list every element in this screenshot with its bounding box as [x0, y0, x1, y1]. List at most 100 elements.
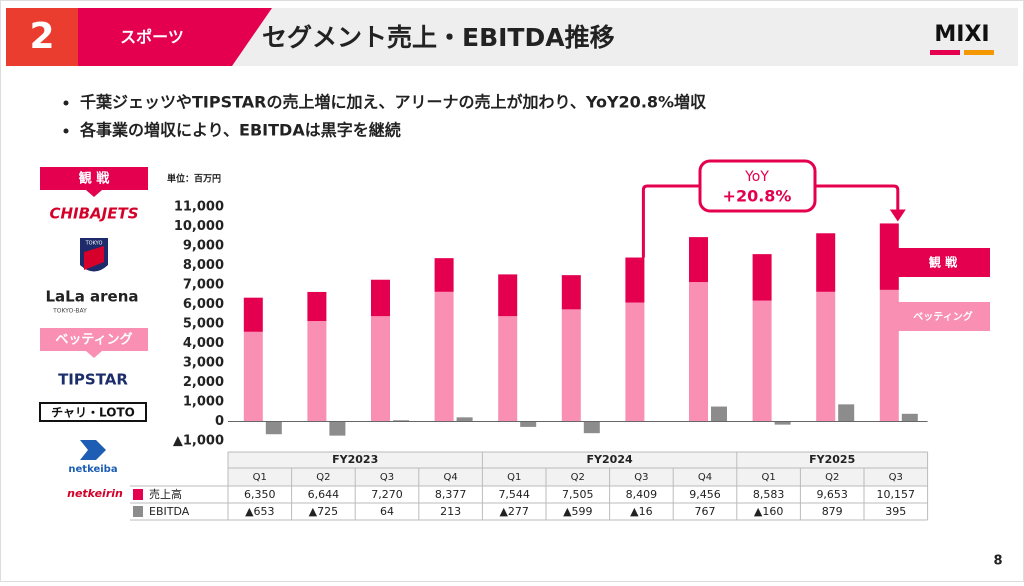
netkeirin-logo: netkeirin — [67, 487, 123, 500]
bar-segment — [625, 258, 644, 303]
fy-header: FY2023 — [332, 453, 378, 466]
bar-segment — [816, 292, 835, 422]
y-tick-label: 2,000 — [183, 375, 224, 390]
bar-segment — [753, 254, 772, 300]
watch-label: 観 戦 — [78, 171, 111, 187]
logo-bar — [930, 50, 960, 55]
section-label: スポーツ — [120, 28, 184, 47]
ebitda-bar — [329, 422, 345, 436]
ebitda-cell: ▲160 — [754, 505, 783, 518]
bar-segment — [498, 274, 517, 316]
y-tick-label: 3,000 — [183, 356, 224, 371]
y-tick-label: 9,000 — [183, 239, 224, 254]
ebitda-bar — [902, 414, 918, 422]
bar-segment — [562, 309, 581, 421]
revenue-cell: 8,377 — [435, 488, 467, 501]
x-tick-label: Q1 — [507, 472, 521, 483]
x-tick-label: Q2 — [571, 472, 585, 483]
x-tick-label: Q3 — [634, 472, 648, 483]
revenue-cell: 8,409 — [626, 488, 658, 501]
fy-header: FY2024 — [587, 453, 633, 466]
ebitda-bar — [520, 422, 536, 427]
x-tick-label: Q4 — [698, 472, 712, 483]
ebitda-cell: 213 — [440, 505, 461, 518]
chari-loto-logo: チャリ・LOTO — [51, 406, 135, 420]
ebitda-cell: ▲16 — [630, 505, 652, 518]
bar-segment — [689, 282, 708, 421]
revenue-cell: 7,270 — [371, 488, 403, 501]
bar-segment — [371, 280, 390, 316]
x-tick-label: Q3 — [380, 472, 394, 483]
logo-bar — [964, 50, 994, 55]
y-tick-label: 0 — [215, 414, 224, 429]
mixi-logo: MIXI — [934, 22, 989, 47]
revenue-cell: 7,544 — [498, 488, 530, 501]
ebitda-cell: 767 — [695, 505, 716, 518]
bar-segment — [816, 233, 835, 292]
netkeiba-logo: netkeiba — [68, 464, 117, 475]
x-tick-label: Q3 — [889, 472, 903, 483]
legend-betting: ベッティング — [913, 310, 972, 323]
slide-title: セグメント売上・EBITDA推移 — [262, 23, 615, 52]
y-tick-label: 7,000 — [183, 278, 224, 293]
ebitda-cell: 879 — [822, 505, 843, 518]
y-tick-label: 6,000 — [183, 297, 224, 312]
revenue-cell: 7,505 — [562, 488, 594, 501]
bar-segment — [562, 275, 581, 309]
ebitda-cell: ▲599 — [563, 505, 592, 518]
bar-segment — [307, 321, 326, 421]
ebitda-cell: ▲653 — [245, 505, 274, 518]
bullet-text: 各事業の増収により、EBITDAは黒字を継続 — [79, 121, 401, 140]
bar-segment — [689, 237, 708, 282]
legend-watch: 観 戦 — [929, 255, 958, 270]
ebitda-bar — [457, 417, 473, 421]
ebitda-row-label: EBITDA — [149, 505, 190, 518]
row-swatch — [133, 489, 143, 500]
ebitda-cell: ▲725 — [309, 505, 338, 518]
tipstar-logo: TIPSTAR — [58, 371, 128, 389]
x-tick-label: Q2 — [316, 472, 330, 483]
ebitda-cell: 395 — [885, 505, 906, 518]
bar-segment — [244, 298, 263, 332]
x-tick-label: Q1 — [761, 472, 775, 483]
revenue-cell: 6,644 — [308, 488, 340, 501]
bar-segment — [880, 223, 899, 289]
y-tick-label: 5,000 — [183, 317, 224, 332]
ebitda-bar — [838, 404, 854, 421]
lala-arena-logo: LaLa arena — [45, 288, 138, 306]
y-tick-label: 1,000 — [183, 395, 224, 410]
bar-segment — [435, 292, 454, 422]
x-tick-label: Q2 — [825, 472, 839, 483]
row-swatch — [133, 506, 143, 517]
bullet-text: 千葉ジェッツやTIPSTARの売上増に加え、アリーナの売上が加わり、YoY20.… — [80, 93, 707, 112]
x-tick-label: Q4 — [443, 472, 457, 483]
bar-segment — [371, 316, 390, 421]
bar-segment — [435, 258, 454, 292]
bar-segment — [880, 290, 899, 422]
bar-segment — [307, 292, 326, 321]
x-tick-label: Q1 — [253, 472, 267, 483]
lala-arena-sub: TOKYO-BAY — [52, 308, 87, 315]
bullet — [64, 129, 69, 134]
bar-segment — [244, 332, 263, 422]
y-tick-label: 8,000 — [183, 258, 224, 273]
ebitda-cell: ▲277 — [499, 505, 528, 518]
revenue-row-label: 売上高 — [149, 487, 182, 501]
revenue-cell: 6,350 — [244, 488, 276, 501]
ebitda-bar — [711, 407, 727, 422]
y-tick-label: 10,000 — [174, 219, 224, 234]
revenue-cell: 9,653 — [816, 488, 848, 501]
revenue-cell: 10,157 — [877, 488, 916, 501]
bullet — [64, 101, 69, 106]
bar-segment — [753, 301, 772, 422]
unit-label: 単位：百万円 — [167, 173, 221, 185]
fy-header: FY2025 — [809, 453, 855, 466]
section-number: 2 — [29, 16, 54, 57]
bar-segment — [498, 316, 517, 421]
ebitda-bar — [266, 422, 282, 435]
yoy-line1: YoY — [744, 169, 769, 185]
betting-label: ベッティング — [55, 332, 132, 348]
page-number: 8 — [993, 554, 1002, 569]
y-tick-label: ▲1,000 — [173, 434, 224, 449]
